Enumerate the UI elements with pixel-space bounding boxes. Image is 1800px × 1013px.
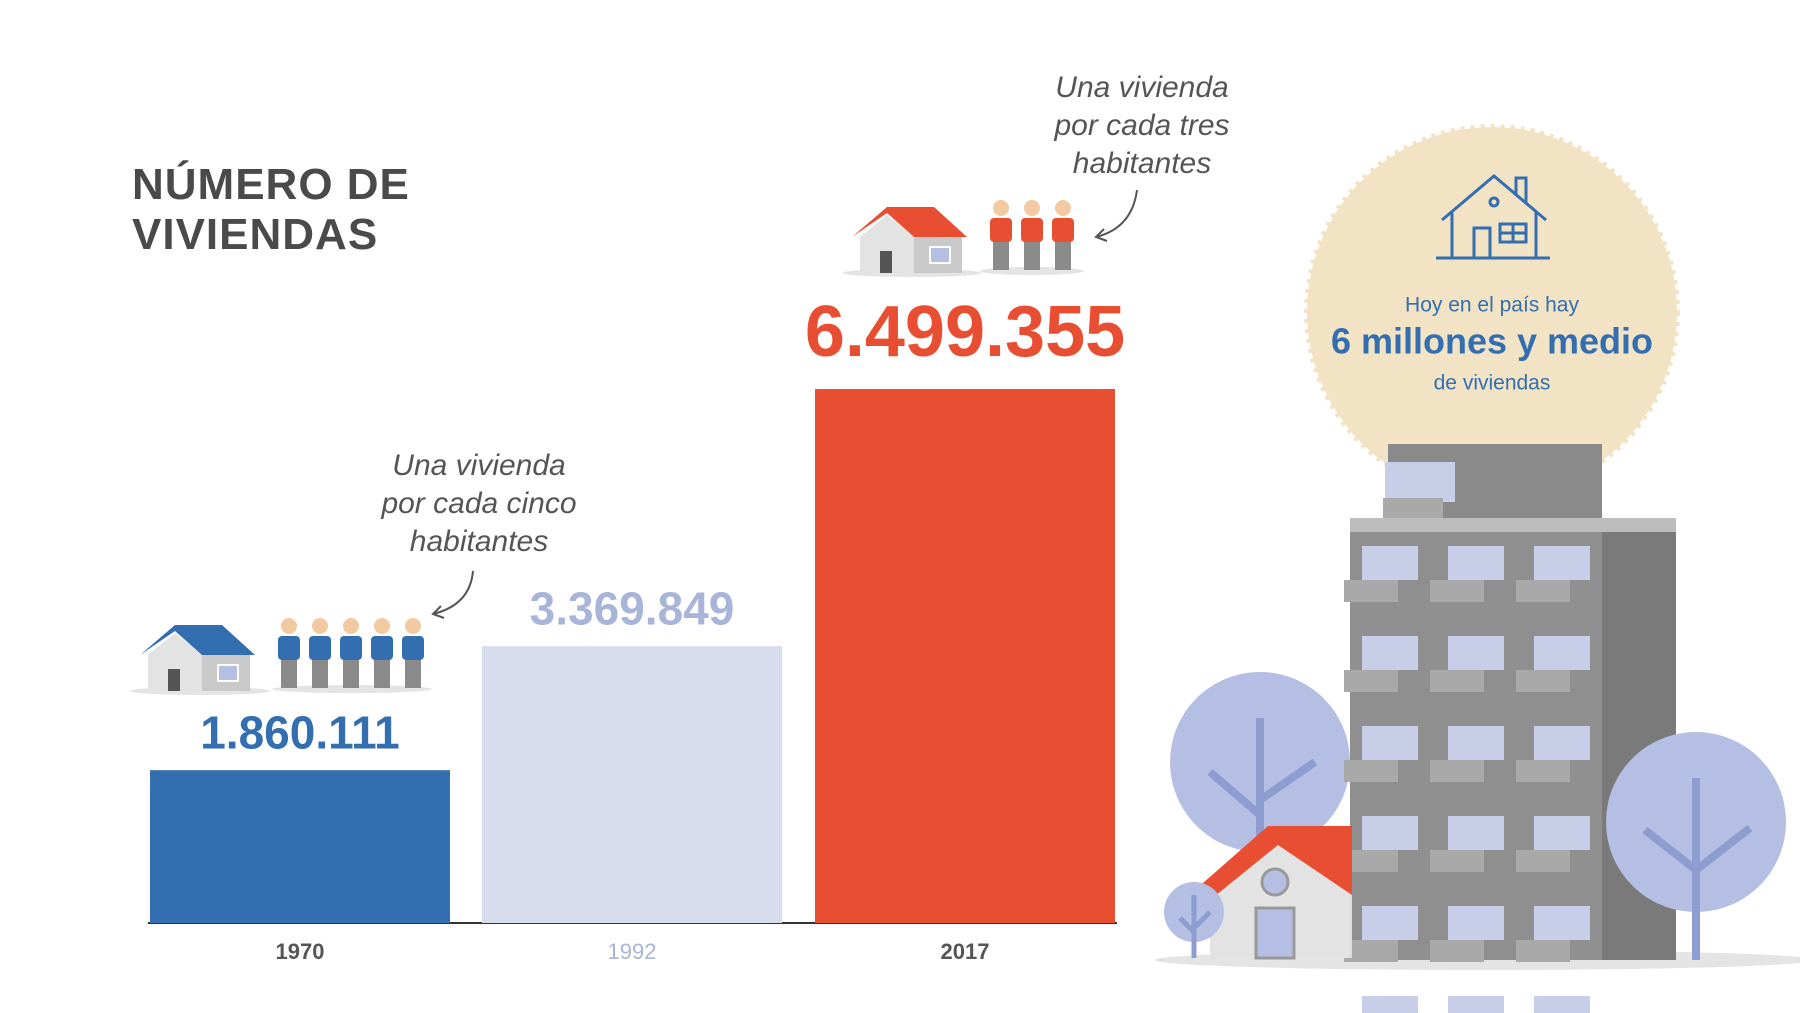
balcony bbox=[1516, 760, 1570, 782]
window bbox=[1534, 726, 1590, 760]
annotation: por cada cinco bbox=[380, 487, 576, 520]
window bbox=[1362, 726, 1418, 760]
icon-window bbox=[929, 246, 951, 264]
window bbox=[1448, 906, 1504, 940]
balcony bbox=[1430, 850, 1484, 872]
annotation: Una vivienda bbox=[1055, 71, 1228, 104]
window bbox=[1362, 636, 1418, 670]
callout-text: de viviendas bbox=[1434, 372, 1551, 395]
building bbox=[1344, 444, 1676, 1013]
balcony bbox=[1430, 580, 1484, 602]
value-label: 3.369.849 bbox=[530, 582, 735, 634]
icon-legs bbox=[374, 660, 390, 688]
icon-body bbox=[340, 636, 362, 660]
icon-door bbox=[880, 251, 892, 273]
balcony bbox=[1516, 850, 1570, 872]
window bbox=[1448, 726, 1504, 760]
icon-body bbox=[371, 636, 393, 660]
icon-house-roof bbox=[140, 625, 255, 655]
icon-head bbox=[312, 618, 328, 634]
annotation-arrow bbox=[432, 570, 474, 615]
bar bbox=[815, 389, 1115, 923]
icon-body bbox=[402, 636, 424, 660]
balcony bbox=[1430, 670, 1484, 692]
icon-head bbox=[1024, 200, 1040, 216]
annotation-arrow bbox=[1095, 189, 1138, 238]
icon-legs bbox=[993, 242, 1009, 270]
annotation: Una vivienda bbox=[392, 449, 565, 482]
icon-body bbox=[990, 218, 1012, 242]
icon-head bbox=[343, 618, 359, 634]
window bbox=[1362, 996, 1418, 1013]
arrow-head bbox=[1094, 228, 1108, 242]
bar bbox=[150, 770, 450, 923]
arrow-head bbox=[431, 605, 445, 619]
window bbox=[1534, 906, 1590, 940]
value-label: 6.499.355 bbox=[805, 292, 1125, 372]
callout-text: 6 millones y medio bbox=[1331, 321, 1653, 362]
callout-house-icon bbox=[1436, 174, 1550, 260]
icon-head bbox=[1055, 200, 1071, 216]
window bbox=[1362, 816, 1418, 850]
tree-trunk bbox=[1642, 778, 1753, 960]
annotation: habitantes bbox=[1073, 147, 1211, 180]
balcony bbox=[1344, 940, 1398, 962]
icon-head bbox=[993, 200, 1009, 216]
window bbox=[1362, 906, 1418, 940]
icon-head bbox=[281, 618, 297, 634]
icon-legs bbox=[281, 660, 297, 688]
house bbox=[1195, 826, 1352, 960]
icon-house-front bbox=[860, 215, 914, 273]
balcony bbox=[1344, 760, 1398, 782]
window bbox=[1534, 996, 1590, 1013]
icon-door bbox=[168, 669, 180, 691]
balcony bbox=[1430, 760, 1484, 782]
icon-house-roof bbox=[852, 207, 967, 237]
icon-body bbox=[1021, 218, 1043, 242]
annotation: por cada tres bbox=[1053, 109, 1229, 142]
icon-legs bbox=[312, 660, 328, 688]
x-tick-label: 2017 bbox=[941, 939, 990, 964]
balcony bbox=[1344, 670, 1398, 692]
window bbox=[1448, 816, 1504, 850]
annotation: habitantes bbox=[410, 525, 548, 558]
window bbox=[1534, 816, 1590, 850]
icon-legs bbox=[1055, 242, 1071, 270]
icon-legs bbox=[405, 660, 421, 688]
bar bbox=[482, 646, 782, 923]
window bbox=[1448, 546, 1504, 580]
balcony bbox=[1430, 940, 1484, 962]
icon-head bbox=[374, 618, 390, 634]
x-tick-label: 1992 bbox=[608, 939, 657, 964]
tree-trunk bbox=[1178, 895, 1212, 958]
icon-window bbox=[217, 664, 239, 682]
icon-house-front bbox=[148, 633, 202, 691]
value-label: 1.860.111 bbox=[200, 706, 400, 758]
icon-head bbox=[405, 618, 421, 634]
window bbox=[1362, 546, 1418, 580]
window bbox=[1534, 636, 1590, 670]
callout-text: Hoy en el país hay bbox=[1405, 294, 1579, 317]
icon-legs bbox=[343, 660, 359, 688]
balcony bbox=[1344, 850, 1398, 872]
window bbox=[1448, 636, 1504, 670]
balcony bbox=[1516, 940, 1570, 962]
balcony bbox=[1344, 580, 1398, 602]
chart-title: NÚMERO DE VIVIENDAS bbox=[132, 160, 410, 259]
balcony bbox=[1516, 670, 1570, 692]
icon-legs bbox=[1024, 242, 1040, 270]
icon-body bbox=[309, 636, 331, 660]
window bbox=[1448, 996, 1504, 1013]
window bbox=[1534, 546, 1590, 580]
x-tick-label: 1970 bbox=[276, 939, 325, 964]
balcony bbox=[1516, 580, 1570, 602]
icon-body bbox=[278, 636, 300, 660]
icon-body bbox=[1052, 218, 1074, 242]
